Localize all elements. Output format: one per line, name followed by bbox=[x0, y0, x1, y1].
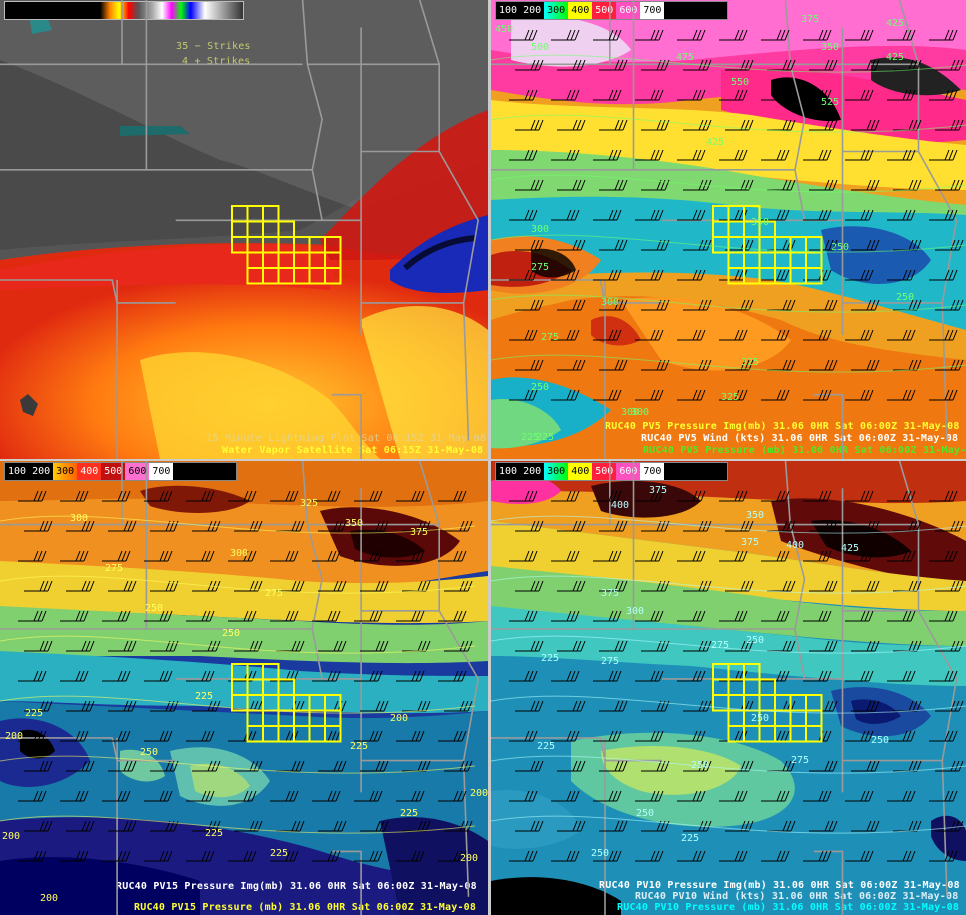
pv5-colorbar: 100 200 300 400 500 600 700 bbox=[495, 1, 728, 20]
pv5-caption-image: RUC40 PV5 Pressure Img(mb) 31.06 0HR Sat… bbox=[605, 421, 960, 432]
pv15-pressure-image bbox=[0, 461, 488, 915]
pv10-caption-wind: RUC40 PV10 Wind (kts) 31.06 0HR Sat 06:0… bbox=[635, 891, 959, 902]
pv10-caption-pressure: RUC40 PV10 Pressure (mb) 31.06 0HR Sat 0… bbox=[617, 902, 960, 913]
pv15-caption-image: RUC40 PV15 Pressure Img(mb) 31.06 0HR Sa… bbox=[116, 881, 477, 892]
vertical-divider bbox=[488, 0, 491, 915]
water-vapor-image bbox=[0, 0, 488, 459]
pv15-caption-pressure: RUC40 PV15 Pressure (mb) 31.06 0HR Sat 0… bbox=[134, 902, 477, 913]
water-vapor-colorbar bbox=[4, 1, 244, 20]
strike-legend-4: 4 + Strikes bbox=[182, 56, 251, 67]
satellite-caption: Water Vapor Satellite Sat 06:15Z 31-May-… bbox=[222, 445, 484, 456]
pv15-colorbar: 100 200 300 400 500 600 700 bbox=[4, 462, 237, 481]
horizontal-divider bbox=[0, 459, 966, 461]
pv10-caption-image: RUC40 PV10 Pressure Img(mb) 31.06 0HR Sa… bbox=[599, 880, 960, 891]
strike-legend-35: 35 − Strikes bbox=[176, 41, 251, 52]
pv5-caption-pressure: RUC40 PV5 Pressure (mb) 31.06 0HR Sat 06… bbox=[643, 445, 966, 456]
panel-water-vapor[interactable]: 35 − Strikes 4 + Strikes 15 Minute Light… bbox=[0, 0, 488, 459]
panel-pv5[interactable]: 100 200 300 400 500 600 700 RUC40 PV5 Pr… bbox=[491, 0, 966, 459]
pv5-caption-wind: RUC40 PV5 Wind (kts) 31.06 0HR Sat 06:00… bbox=[641, 433, 959, 444]
panel-pv15[interactable]: 100 200 300 400 500 600 700 RUC40 PV15 P… bbox=[0, 461, 488, 915]
lightning-caption: 15 Minute Lightning Plot Sat 06:15Z 31-M… bbox=[206, 433, 486, 444]
panel-pv10[interactable]: 100 200 300 400 500 600 700 RUC40 PV10 P… bbox=[491, 461, 966, 915]
pv10-colorbar: 100 200 300 400 500 600 700 bbox=[495, 462, 728, 481]
pv5-pressure-image bbox=[491, 0, 966, 459]
pv10-pressure-image bbox=[491, 461, 966, 915]
